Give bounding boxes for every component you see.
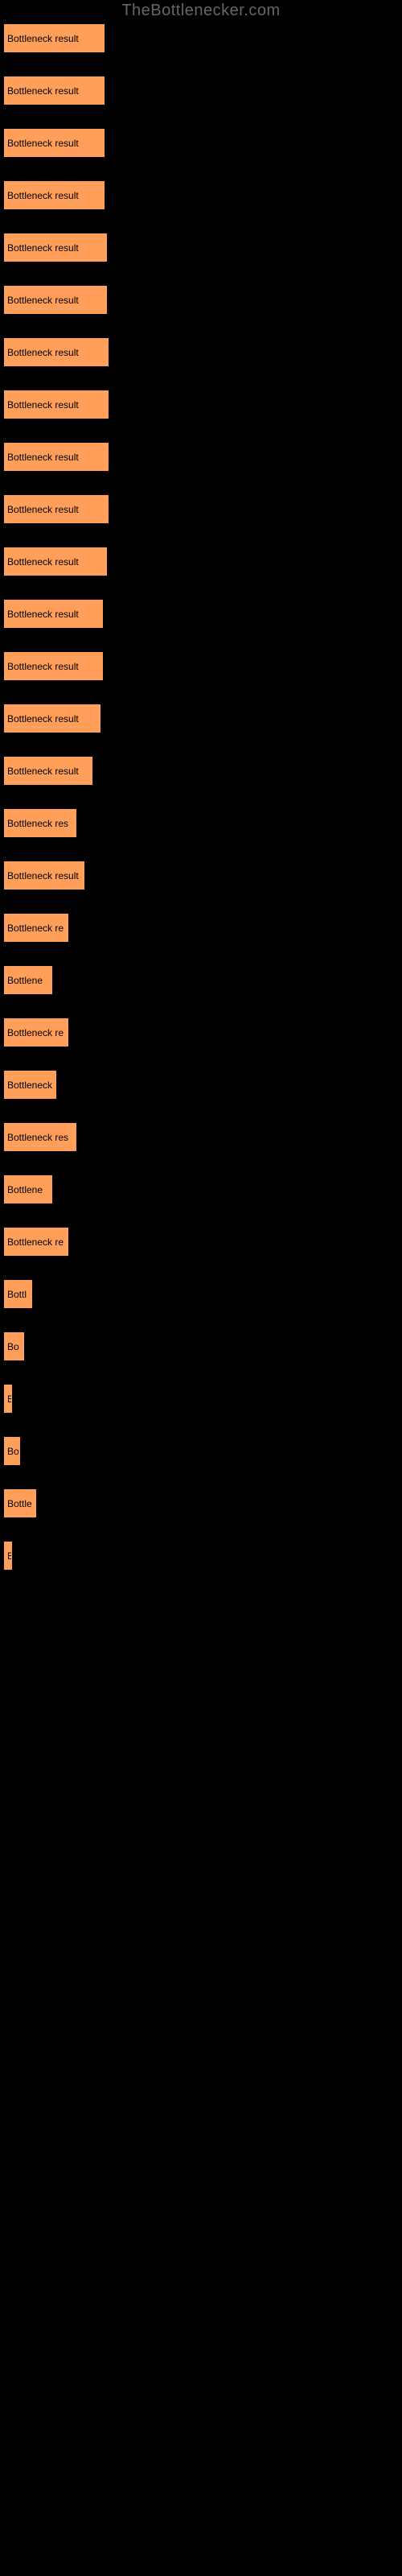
bar: Bottleneck result bbox=[4, 24, 105, 52]
bar: Bottleneck result bbox=[4, 704, 100, 733]
bar: Bottleneck result bbox=[4, 443, 109, 471]
bar-row: Bottleneck result bbox=[4, 390, 402, 419]
bar: Bottleneck result bbox=[4, 757, 92, 785]
bar-label: Bottleneck result bbox=[7, 347, 79, 358]
bar-row: Bottleneck result bbox=[4, 286, 402, 314]
bar: Bottlene bbox=[4, 1175, 52, 1203]
bar: Bottleneck result bbox=[4, 233, 107, 262]
bar: Bottlene bbox=[4, 966, 52, 994]
bar-label: Bottleneck result bbox=[7, 713, 79, 724]
bar: Bottleneck result bbox=[4, 600, 103, 628]
bar: Bottleneck bbox=[4, 1071, 56, 1099]
bar-row: Bottleneck result bbox=[4, 704, 402, 733]
bar-row: Bottleneck result bbox=[4, 757, 402, 785]
bar-label: Bottleneck result bbox=[7, 870, 79, 881]
bar-row: Bottleneck result bbox=[4, 443, 402, 471]
bar-label: Bottleneck result bbox=[7, 452, 79, 463]
bar-row: Bottleneck result bbox=[4, 600, 402, 628]
bar-row: Bottleneck result bbox=[4, 547, 402, 576]
bar: Bo bbox=[4, 1332, 24, 1360]
bar: Bottl bbox=[4, 1280, 32, 1308]
bar-label: Bottleneck result bbox=[7, 661, 79, 672]
bar: Bottleneck result bbox=[4, 181, 105, 209]
bar: Bottleneck re bbox=[4, 1018, 68, 1046]
bar: Bottleneck result bbox=[4, 129, 105, 157]
bar-row: Bottleneck result bbox=[4, 181, 402, 209]
bar-label: Bottl bbox=[7, 1289, 27, 1300]
bar-row: Bottleneck re bbox=[4, 1228, 402, 1256]
bar-label: B bbox=[7, 1393, 12, 1405]
bar-row: B bbox=[4, 1542, 402, 1570]
bar-label: Bottleneck bbox=[7, 1080, 52, 1091]
bar-row: Bottleneck re bbox=[4, 914, 402, 942]
bar-row: Bo bbox=[4, 1437, 402, 1465]
bar: B bbox=[4, 1542, 12, 1570]
bar-label: Bottleneck result bbox=[7, 138, 79, 149]
bar-row: Bottleneck res bbox=[4, 1123, 402, 1151]
bar-row: Bottleneck result bbox=[4, 129, 402, 157]
bar-row: Bottleneck result bbox=[4, 652, 402, 680]
bar: Bottleneck result bbox=[4, 390, 109, 419]
bar-label: Bottleneck result bbox=[7, 295, 79, 306]
bar-label: Bottleneck result bbox=[7, 556, 79, 568]
bar: Bo bbox=[4, 1437, 20, 1465]
bar-label: Bottleneck result bbox=[7, 399, 79, 411]
watermark-text: TheBottlenecker.com bbox=[121, 2, 280, 20]
bar-row: Bottleneck result bbox=[4, 338, 402, 366]
bar-chart: Bottleneck result Bottleneck result Bottle… bbox=[0, 0, 402, 1570]
bar-label: Bottleneck result bbox=[7, 504, 79, 515]
bar: Bottleneck re bbox=[4, 914, 68, 942]
bar-row: Bottleneck result bbox=[4, 861, 402, 890]
bar-label: Bottleneck result bbox=[7, 190, 79, 201]
bar-row: Bottleneck res bbox=[4, 809, 402, 837]
bar-row: B bbox=[4, 1385, 402, 1413]
bar-row: Bottlene bbox=[4, 966, 402, 994]
bar-row: Bottlene bbox=[4, 1175, 402, 1203]
bar-label: Bottleneck result bbox=[7, 85, 79, 97]
bar-label: Bottleneck re bbox=[7, 1027, 64, 1038]
bar-label: Bottleneck re bbox=[7, 923, 64, 934]
bar-label: Bottle bbox=[7, 1498, 32, 1509]
bar-row: Bottl bbox=[4, 1280, 402, 1308]
bar-row: Bottleneck bbox=[4, 1071, 402, 1099]
bar-label: Bottleneck result bbox=[7, 766, 79, 777]
bar-label: Bottleneck result bbox=[7, 609, 79, 620]
bar-label: B bbox=[7, 1550, 12, 1562]
bar-label: Bottleneck result bbox=[7, 242, 79, 254]
bar: Bottleneck result bbox=[4, 286, 107, 314]
bar-label: Bottleneck res bbox=[7, 818, 68, 829]
bar-label: Bottleneck re bbox=[7, 1236, 64, 1248]
bar: Bottleneck result bbox=[4, 652, 103, 680]
bar-row: Bottleneck result bbox=[4, 495, 402, 523]
bar-row: Bottleneck result bbox=[4, 233, 402, 262]
bar-row: Bottle bbox=[4, 1489, 402, 1517]
bar-row: Bottleneck result bbox=[4, 76, 402, 105]
bar: Bottleneck re bbox=[4, 1228, 68, 1256]
bar-label: Bottleneck result bbox=[7, 33, 79, 44]
bar-label: Bo bbox=[7, 1341, 19, 1352]
bar: Bottleneck result bbox=[4, 76, 105, 105]
bar-row: Bo bbox=[4, 1332, 402, 1360]
bar-row: Bottleneck re bbox=[4, 1018, 402, 1046]
bar-label: Bottlene bbox=[7, 1184, 43, 1195]
bar: Bottleneck result bbox=[4, 495, 109, 523]
bar: Bottleneck result bbox=[4, 338, 109, 366]
bar-label: Bottlene bbox=[7, 975, 43, 986]
bar: Bottle bbox=[4, 1489, 36, 1517]
bar-label: Bottleneck res bbox=[7, 1132, 68, 1143]
bar: Bottleneck result bbox=[4, 547, 107, 576]
bar: Bottleneck res bbox=[4, 1123, 76, 1151]
bar: Bottleneck res bbox=[4, 809, 76, 837]
bar-row: Bottleneck result bbox=[4, 24, 402, 52]
bar: Bottleneck result bbox=[4, 861, 84, 890]
bar-label: Bo bbox=[7, 1446, 19, 1457]
bar: B bbox=[4, 1385, 12, 1413]
